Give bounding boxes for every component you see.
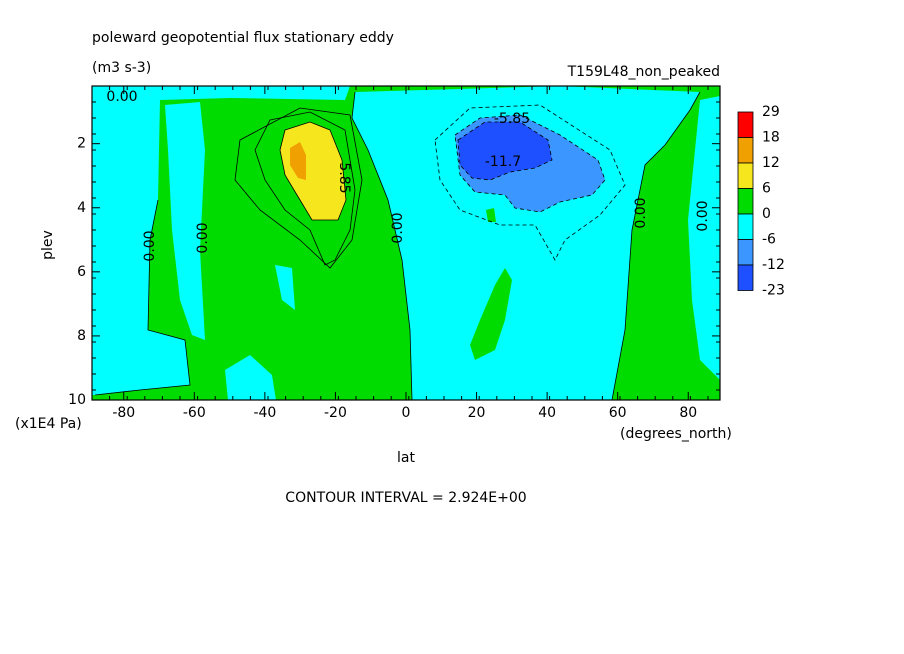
region-positive <box>470 208 512 360</box>
y-tick-label: 6 <box>77 264 86 280</box>
x-tick-label: 60 <box>609 405 627 421</box>
y-axis-label: plev <box>40 230 56 260</box>
contour-label: 0.00 <box>142 230 158 261</box>
contour-label: 0.00 <box>695 200 711 231</box>
contour-line <box>611 91 701 401</box>
contour-line <box>351 91 413 401</box>
contour-label: -5.85 <box>494 111 530 127</box>
colorbar-swatch <box>737 137 754 164</box>
colorbar-label: -23 <box>762 283 785 299</box>
contour-line <box>279 121 347 221</box>
y-tick-label: 8 <box>77 328 86 344</box>
x-tick-label: 0 <box>402 405 411 421</box>
contour-line <box>254 111 356 266</box>
contour-line <box>94 199 191 396</box>
contour-interval: CONTOUR INTERVAL = 2.924E+00 <box>285 490 526 506</box>
colorbar-swatch <box>737 264 754 291</box>
contour-label: 0.00 <box>106 89 137 105</box>
region-negative <box>458 122 552 180</box>
chart-title: poleward geopotential flux stationary ed… <box>92 30 394 46</box>
colorbar-label: -6 <box>762 232 776 248</box>
contour-label: 5.85 <box>336 162 352 193</box>
contour-line <box>454 114 606 213</box>
x-tick-label: 80 <box>679 405 697 421</box>
colorbar-swatch <box>737 188 754 215</box>
colorbar-swatch <box>737 213 754 240</box>
x-tick-label: -20 <box>324 405 347 421</box>
contour-label: 0.00 <box>390 212 406 243</box>
x-tick-label: -60 <box>183 405 206 421</box>
x-axis-units: (degrees_north) <box>620 426 732 442</box>
x-tick-label: 40 <box>538 405 556 421</box>
x-tick-label: -80 <box>112 405 135 421</box>
y-tick-label: 10 <box>68 392 86 408</box>
region-positive <box>290 142 306 180</box>
x-tick-label: 20 <box>468 405 486 421</box>
colorbar-label: 12 <box>762 155 780 171</box>
contour-label: 0.00 <box>195 222 211 253</box>
colorbar-label: 29 <box>762 104 780 120</box>
y-tick-label: 4 <box>77 200 86 216</box>
y-tick-label: 2 <box>77 136 86 152</box>
colorbar-label: -12 <box>762 257 785 273</box>
dataset-label: T159L48_non_peaked <box>567 64 720 80</box>
contour-label: 0.00 <box>633 197 649 228</box>
x-axis-label: lat <box>397 450 415 466</box>
contour-line <box>457 121 553 181</box>
contour-field <box>92 86 720 401</box>
contour-label: -11.7 <box>485 154 521 170</box>
x-tick-label: -40 <box>253 405 276 421</box>
colorbar-swatch <box>737 162 754 189</box>
colorbar-label: 0 <box>762 206 771 222</box>
axes: -80 -60 -40 -20 0 20 40 60 80 2 4 6 8 10 <box>68 85 720 421</box>
colorbar-label: 18 <box>762 130 780 146</box>
chart-subtitle: (m3 s-3) <box>92 60 151 76</box>
y-axis-units: (x1E4 Pa) <box>15 416 82 432</box>
colorbar-swatch <box>737 111 754 138</box>
contour-line <box>234 107 363 269</box>
colorbar-swatch <box>737 239 754 266</box>
colorbar-label: 6 <box>762 181 771 197</box>
